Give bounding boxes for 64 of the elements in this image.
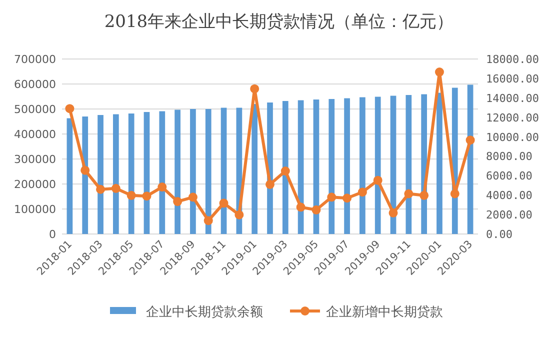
y2-tick-label: 14000.00 [486,92,539,105]
point [342,194,352,203]
bar [344,98,350,234]
bar [66,118,73,234]
bar [282,101,288,234]
bar [190,109,196,234]
y-tick-label: 600000 [14,78,56,91]
point [280,166,290,176]
bar [159,111,166,234]
bar [436,92,442,234]
y-tick-label: 700000 [14,53,56,66]
bar [374,96,381,234]
point [234,210,244,220]
point [111,184,120,193]
bar [128,114,134,234]
y2-tick-label: 0.00 [486,228,512,241]
y2-tick-label: 8000.00 [486,150,532,164]
bar [98,115,104,234]
y2-tick-label: 6000.00 [486,170,532,183]
point [312,205,321,214]
point [65,104,74,114]
point [173,197,182,206]
bar [113,114,119,234]
point [450,189,460,198]
point [420,190,429,200]
chart-title: 2018年来企业中长期贷款情况（单位：亿元） [104,12,454,32]
bar [174,110,180,234]
point [250,84,260,94]
y2-tick-label: 18000.00 [486,53,539,66]
point [126,190,136,200]
point [373,176,382,185]
point [404,189,414,198]
bar [406,95,412,234]
point [266,180,274,189]
point [142,192,152,201]
point [327,192,336,202]
y2-tick-label: 16000.00 [486,72,539,86]
y-tick-label: 200000 [14,178,56,191]
point [388,208,398,218]
legend-label: 企业中长期贷款余额 [146,305,263,320]
point [466,136,475,145]
y-tick-label: 300000 [14,153,56,166]
y2-tick-label: 4000.00 [486,189,532,202]
bar [328,99,335,234]
bar [252,104,258,234]
point [296,202,306,212]
y2-tick-label: 2000.00 [486,208,532,222]
y2-tick-label: 10000.00 [486,130,539,144]
bar [205,109,212,234]
point [158,182,167,192]
y-tick-label: 400000 [14,128,56,141]
point [434,68,444,77]
bar [360,97,366,234]
y2-tick-label: 12000.00 [486,111,539,124]
point [204,216,213,226]
point [188,192,198,202]
point [219,198,228,208]
legend-label: 企业新增中长期贷款 [326,305,443,320]
y-tick-label: 500000 [14,103,56,116]
point [80,166,90,175]
point [358,188,367,197]
point [96,184,106,194]
y-tick-label: 100000 [14,203,56,216]
y-tick-label: 0 [49,228,56,241]
